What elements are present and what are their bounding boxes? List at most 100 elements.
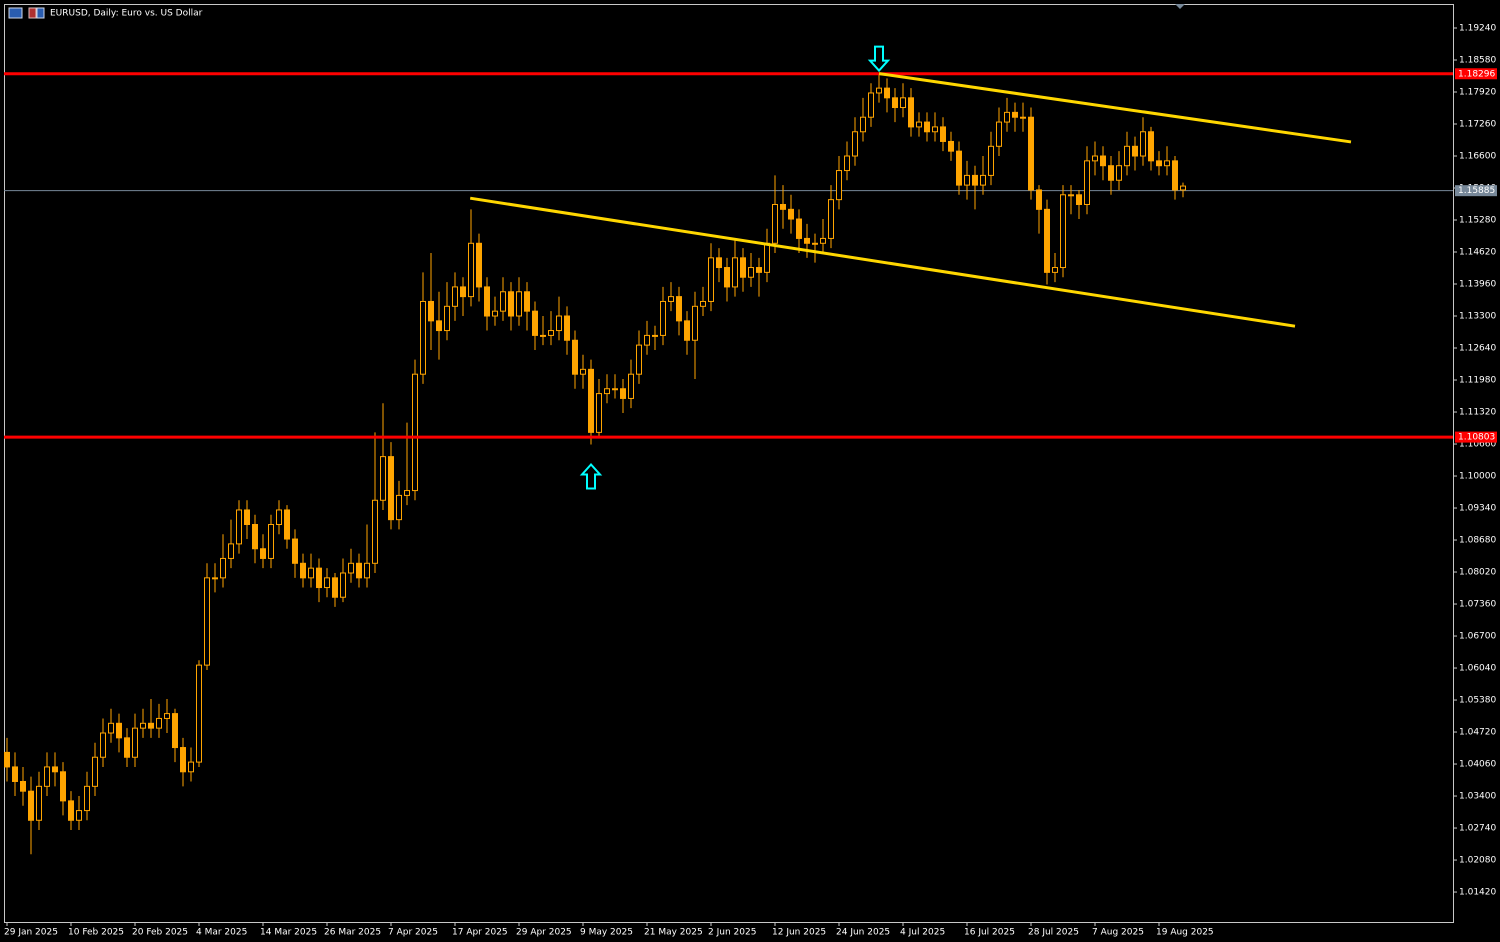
- y-tick-label: 1.02080: [1459, 856, 1496, 866]
- y-tick-label: 1.18580: [1459, 56, 1496, 66]
- candle-body: [572, 339, 578, 375]
- candle-body: [212, 577, 218, 580]
- candle-body: [836, 170, 842, 201]
- candle-body: [676, 296, 682, 322]
- current-price-box: [1455, 185, 1497, 197]
- y-tick-label: 1.16600: [1459, 152, 1496, 162]
- candle-body: [884, 87, 890, 99]
- x-tick-label: 14 Mar 2025: [260, 928, 317, 938]
- candle-body: [1116, 165, 1122, 181]
- candle-body: [804, 237, 810, 244]
- candle-body: [1028, 116, 1034, 191]
- candle-body: [1060, 194, 1066, 269]
- level-label-box: [1455, 431, 1497, 443]
- y-tick-label: 1.01420: [1459, 888, 1496, 898]
- candle-body: [532, 310, 538, 336]
- x-tick-label: 12 Jun 2025: [772, 928, 826, 938]
- candle-body: [1108, 165, 1114, 181]
- candle-body: [412, 373, 418, 492]
- candle-body: [716, 257, 722, 269]
- candle-body: [940, 126, 946, 142]
- candle-body: [1124, 145, 1130, 167]
- candle-body: [564, 315, 570, 341]
- x-tick-label: 9 May 2025: [580, 928, 633, 938]
- candle-body: [1036, 189, 1042, 210]
- candle-body: [100, 732, 106, 758]
- candle-body: [428, 300, 434, 322]
- candle-body: [1140, 131, 1146, 157]
- candle-body: [580, 368, 586, 375]
- candle-body: [1100, 155, 1106, 167]
- candle-body: [876, 87, 882, 94]
- arrow-marker: [579, 463, 603, 490]
- candle-body: [612, 388, 618, 391]
- plot-frame: [4, 4, 1454, 923]
- trendline: [878, 72, 1352, 144]
- candle-body: [36, 785, 42, 821]
- candle-body: [1068, 194, 1074, 197]
- y-tick-label: 1.03400: [1459, 792, 1496, 802]
- x-tick-label: 2 Jun 2025: [708, 928, 756, 938]
- candle-body: [588, 368, 594, 433]
- candle-body: [908, 97, 914, 128]
- candle-body: [84, 785, 90, 812]
- x-tick-label: 4 Jul 2025: [900, 928, 945, 938]
- candle-body: [724, 267, 730, 288]
- candle-body: [196, 664, 202, 763]
- candle-body: [260, 548, 266, 559]
- candle-body: [628, 373, 634, 399]
- candle-body: [604, 388, 610, 395]
- y-tick-label: 1.06700: [1459, 632, 1496, 642]
- x-tick-label: 26 Mar 2025: [324, 928, 381, 938]
- x-tick-label: 29 Apr 2025: [516, 928, 572, 938]
- candle-body: [916, 121, 922, 128]
- candle-body: [380, 456, 386, 501]
- level-label: 1.18296: [1458, 69, 1495, 79]
- candle-body: [164, 713, 170, 719]
- candle-body: [700, 300, 706, 307]
- candle-body: [468, 242, 474, 298]
- candle-body: [1180, 185, 1186, 191]
- candle-body: [396, 494, 402, 521]
- y-tick-label: 1.06040: [1459, 664, 1496, 674]
- candle-body: [356, 562, 362, 579]
- candle-body: [1052, 267, 1058, 273]
- candle-body: [620, 388, 626, 399]
- x-tick-label: 21 May 2025: [644, 928, 703, 938]
- candle-body: [156, 717, 162, 729]
- candle-body: [1092, 155, 1098, 162]
- candle-body: [740, 257, 746, 278]
- candle-body: [388, 456, 394, 521]
- candle-body: [484, 286, 490, 317]
- candle-body: [1156, 160, 1162, 167]
- candle-body: [732, 257, 738, 288]
- candle-body: [172, 713, 178, 749]
- candle-body: [924, 121, 930, 133]
- candle-body: [1148, 131, 1154, 162]
- candle-body: [788, 208, 794, 220]
- y-tick-label: 1.13300: [1459, 312, 1496, 322]
- candle-body: [348, 562, 354, 574]
- candle-body: [1076, 194, 1082, 205]
- x-tick-label: 24 Jun 2025: [836, 928, 890, 938]
- y-tick-label: 1.11980: [1459, 376, 1496, 386]
- candle-body: [436, 320, 442, 332]
- candle-body: [780, 203, 786, 210]
- y-tick-label: 1.07360: [1459, 600, 1496, 610]
- y-tick-label: 1.04060: [1459, 760, 1496, 770]
- candle-body: [228, 543, 234, 559]
- y-tick-label: 1.15280: [1459, 216, 1496, 226]
- candle-body: [44, 766, 50, 787]
- candle-body: [972, 174, 978, 186]
- y-tick-label: 1.19240: [1459, 24, 1496, 34]
- y-tick-label: 1.13960: [1459, 280, 1496, 290]
- y-tick-label: 1.08680: [1459, 536, 1496, 546]
- candle-body: [868, 92, 874, 118]
- x-tick-label: 19 Aug 2025: [1156, 928, 1214, 938]
- chart-title: EURUSD, Daily: Euro vs. US Dollar: [50, 9, 203, 19]
- candle-body: [4, 751, 10, 768]
- y-tick-label: 1.09340: [1459, 504, 1496, 514]
- candle-body: [68, 800, 74, 821]
- candle-body: [516, 291, 522, 317]
